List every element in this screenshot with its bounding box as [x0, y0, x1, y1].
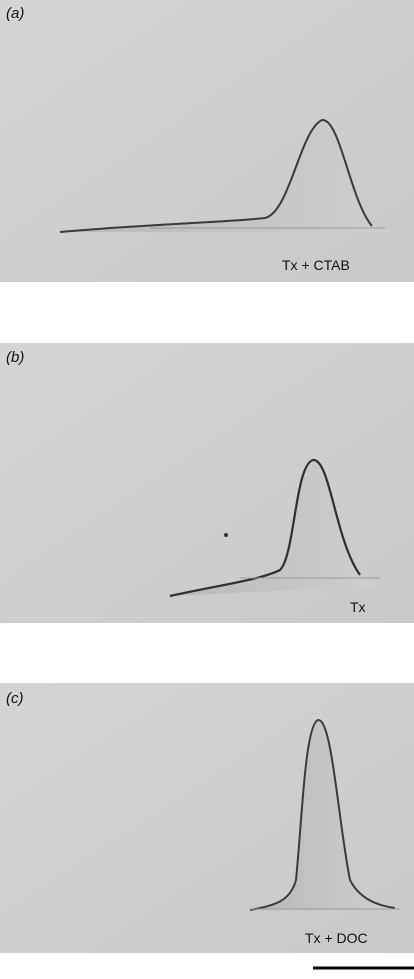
- panel-a: (a) Tx + CTAB: [0, 0, 414, 282]
- panel-caption: Tx + DOC: [305, 930, 368, 946]
- precipitin-arc: [249, 719, 396, 911]
- gel-background: [0, 683, 414, 953]
- precipitin-arc: [59, 118, 373, 233]
- panel-label: (c): [6, 690, 24, 707]
- panel-c: (c) Tx + DOC: [0, 683, 414, 953]
- precipitin-area: [170, 459, 382, 596]
- panel-caption: Tx: [350, 599, 366, 615]
- gel-background: [0, 0, 414, 282]
- panel-caption: Tx + CTAB: [282, 257, 350, 273]
- speck: [224, 533, 228, 537]
- precipitin-arc: [169, 458, 361, 598]
- panel-label: (a): [6, 5, 24, 22]
- panel-label: (b): [6, 349, 24, 366]
- precipitin-area: [250, 719, 395, 910]
- precipitin-area: [60, 119, 400, 232]
- panel-b: (b) Tx: [0, 343, 414, 623]
